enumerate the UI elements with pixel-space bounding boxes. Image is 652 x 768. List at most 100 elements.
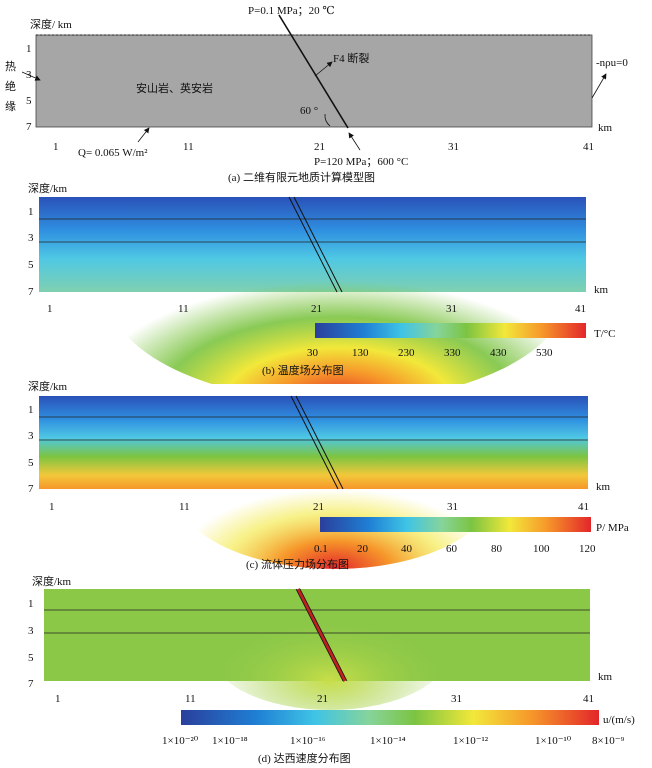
heat-flux-label: Q= 0.065 W/m²	[78, 147, 148, 159]
panel-d-caption: (d) 达西速度分布图	[258, 751, 351, 765]
panel-d-cbtick-1e-14: 1×10⁻¹⁴	[370, 735, 406, 747]
panel-c-mask-top	[0, 384, 652, 396]
panel-b-colorbar	[315, 323, 586, 338]
panel-d-xtick-21: 21	[317, 693, 328, 705]
panel-a-ytick-1: 1	[26, 43, 32, 55]
panel-c-xtick-1: 1	[49, 501, 55, 513]
panel-c-cbtick-100: 100	[533, 543, 550, 555]
panel-b-cbtick-30: 30	[307, 347, 319, 359]
panel-c-caption: (c) 流体压力场分布图	[246, 557, 349, 571]
fault-label-leader	[314, 61, 333, 77]
panel-b-ytick-3: 3	[28, 232, 34, 244]
bottom-condition: P=120 MPa；600 °C	[314, 156, 408, 168]
panel-d-colorbar-unit: u/(m/s)	[603, 714, 635, 726]
panel-d-cbtick-1e-10: 1×10⁻¹⁰	[535, 735, 572, 747]
panel-b-x-unit: km	[594, 284, 609, 296]
panel-b-depth-label: 深度/km	[28, 181, 68, 195]
panel-b-xtick-21: 21	[311, 303, 322, 315]
panel-c-cbtick-0-1: 0.1	[314, 543, 328, 555]
panel-a-ytick-7: 7	[26, 121, 32, 133]
panel-c: 深度/km 1 3 5 7 1 11 21 31 41 km P/ MPa 0.…	[0, 379, 652, 571]
panel-a-depth-label: 深度/ km	[30, 17, 72, 31]
panel-c-mask-left	[0, 396, 39, 492]
panel-b-xtick-41: 41	[575, 303, 586, 315]
panel-b-fault-a	[288, 196, 338, 293]
panel-d-colorbar	[181, 710, 599, 725]
panel-b-ytick-5: 5	[28, 259, 34, 271]
panel-b-colorbar-ticks: 30 130 230 330 430 530	[307, 347, 553, 359]
panel-d-cbtick-1e-16: 1×10⁻¹⁶	[290, 735, 326, 747]
panel-b-cbtick-330: 330	[444, 347, 461, 359]
panel-b: 深度/km 1 3 5 7 1 11 21 31 41 km T/°C 30 1…	[0, 181, 652, 402]
heat-flux-arrow	[137, 127, 150, 143]
panel-c-cbtick-20: 20	[357, 543, 369, 555]
panel-d-cbtick-1e-12: 1×10⁻¹²	[453, 735, 489, 747]
panel-c-colorbar-unit: P/ MPa	[596, 522, 629, 534]
panel-d-ytick-5: 5	[28, 652, 34, 664]
panel-a: 深度/ km 1 3 5 7 热 绝 缘 1 11 21 31 41 km 安山…	[5, 5, 628, 184]
right-boundary-label: -nρu=0	[596, 57, 628, 69]
left-boundary-char-3: 缘	[5, 100, 16, 113]
panel-a-xtick-31: 31	[448, 141, 459, 153]
panel-c-fault-a	[290, 395, 339, 490]
panel-a-xtick-1: 1	[53, 141, 59, 153]
panel-c-cbtick-40: 40	[401, 543, 413, 555]
panel-a-xtick-41: 41	[583, 141, 594, 153]
panel-c-ytick-7: 7	[28, 483, 34, 495]
top-condition: P=0.1 MPa；20 ℃	[248, 5, 335, 17]
panel-c-depth-label: 深度/km	[28, 379, 68, 393]
panel-c-mask-right	[588, 396, 652, 492]
panel-d-cbtick-1e-18: 1×10⁻¹⁸	[212, 735, 248, 747]
fault-label: F4 断裂	[333, 51, 369, 65]
panel-c-colorbar	[320, 517, 591, 532]
panel-b-cbtick-230: 230	[398, 347, 415, 359]
panel-c-xtick-41: 41	[578, 501, 589, 513]
panel-d-fault	[296, 588, 347, 682]
panel-c-ytick-1: 1	[28, 404, 34, 416]
panel-d-mask-left	[0, 589, 44, 685]
panel-d-ytick-1: 1	[28, 598, 34, 610]
bottom-condition-arrow	[348, 132, 361, 151]
fault-f4	[278, 14, 349, 129]
panel-b-colorbar-unit: T/°C	[594, 328, 616, 340]
panel-c-cbtick-80: 80	[491, 543, 503, 555]
panel-b-caption: (b) 温度场分布图	[262, 363, 344, 377]
panel-c-fault-b	[295, 395, 344, 490]
panel-d-colorbar-ticks: 1×10⁻²⁰ 1×10⁻¹⁸ 1×10⁻¹⁶ 1×10⁻¹⁴ 1×10⁻¹² …	[162, 735, 625, 747]
panel-b-ytick-7: 7	[28, 286, 34, 298]
panel-d-mask-right	[590, 589, 652, 685]
panel-c-ytick-5: 5	[28, 457, 34, 469]
panel-b-mask-left	[0, 197, 39, 297]
panel-a-ytick-3: 3	[26, 69, 32, 81]
left-boundary-char-1: 热	[5, 60, 16, 73]
panel-b-mask-top	[0, 185, 652, 197]
panel-c-xtick-21: 21	[313, 501, 324, 513]
panel-d-fault-edge-a	[295, 588, 344, 682]
panel-d-cbtick-1e-20: 1×10⁻²⁰	[162, 735, 199, 747]
panel-b-xtick-1: 1	[47, 303, 53, 315]
panel-d-depth-label: 深度/km	[32, 574, 72, 588]
panel-a-ytick-5: 5	[26, 95, 32, 107]
panel-a-caption: (a) 二维有限元地质计算模型图	[228, 170, 375, 184]
angle-label: 60 °	[300, 105, 318, 117]
panel-d-cbtick-8e-9: 8×10⁻⁹	[592, 735, 625, 747]
left-boundary-char-2: 绝	[5, 79, 16, 93]
panel-a-xtick-11: 11	[183, 141, 194, 153]
panel-c-x-unit: km	[596, 481, 611, 493]
panel-c-ytick-3: 3	[28, 430, 34, 442]
model-domain	[35, 34, 593, 128]
rock-label: 安山岩、英安岩	[136, 81, 213, 95]
panel-d-xtick-41: 41	[583, 693, 594, 705]
temperature-hot-zone	[108, 182, 568, 402]
angle-arc	[324, 113, 331, 127]
panel-b-ytick-1: 1	[28, 206, 34, 218]
panel-b-cbtick-430: 430	[490, 347, 507, 359]
panel-b-fault-b	[293, 196, 343, 293]
panel-c-xtick-11: 11	[179, 501, 190, 513]
panel-d-xtick-11: 11	[185, 693, 196, 705]
panel-d-mask-top	[0, 575, 652, 589]
panel-c-cbtick-60: 60	[446, 543, 458, 555]
panel-d-ytick-7: 7	[28, 678, 34, 690]
left-boundary-arrow	[21, 71, 41, 81]
